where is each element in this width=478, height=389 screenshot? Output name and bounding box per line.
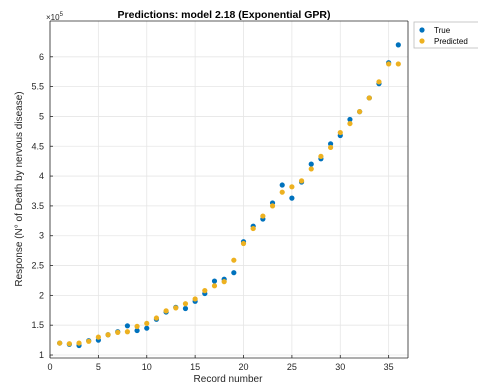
y-tick-label: 6	[39, 52, 44, 62]
predicted-point	[298, 178, 305, 184]
x-tick-label: 20	[239, 362, 249, 372]
y-exponent-label: ×105	[46, 12, 64, 22]
predicted-point	[289, 184, 295, 190]
predicted-point	[134, 323, 140, 329]
y-tick-label: 3	[39, 231, 44, 241]
predicted-point	[211, 283, 218, 289]
predicted-point	[269, 203, 276, 209]
predicted-point	[308, 166, 314, 172]
predicted-point	[337, 129, 343, 136]
predicted-point	[86, 338, 92, 344]
true-point	[211, 278, 218, 284]
true-point	[327, 141, 334, 147]
y-axis-label: Response (N° of Death by nervous disease…	[14, 91, 25, 286]
predicted-point	[250, 225, 256, 232]
true-point	[395, 42, 401, 48]
x-tick-label: 30	[335, 362, 345, 372]
y-tick-label: 1.5	[31, 320, 44, 330]
x-tick-label: 5	[96, 362, 101, 372]
true-point	[134, 327, 140, 334]
predicted-point	[115, 329, 121, 335]
y-tick-label: 4.5	[31, 141, 44, 151]
y-tick-label: 1	[39, 350, 44, 360]
true-point	[347, 116, 353, 123]
x-tick-label: 35	[384, 362, 394, 372]
predicted-point	[57, 340, 63, 346]
y-exponent-base: ×10	[46, 13, 60, 22]
y-tick-label: 3.5	[31, 201, 44, 211]
predicted-point	[327, 144, 334, 151]
x-axis-ticks: 0 5 10 15 20 25 30 35	[47, 355, 394, 372]
predicted-point	[318, 153, 324, 159]
true-point	[308, 161, 314, 167]
legend: True Predicted	[413, 21, 478, 49]
x-tick-label: 15	[190, 362, 200, 372]
legend-label-predicted: Predicted	[434, 37, 468, 46]
legend-label-true: True	[434, 26, 451, 35]
true-point	[124, 323, 131, 329]
predicted-point	[76, 340, 82, 346]
predicted-point	[260, 213, 266, 219]
predicted-point	[357, 109, 363, 115]
predicted-point	[231, 257, 237, 263]
legend-box	[413, 21, 478, 49]
predicted-point	[144, 320, 150, 327]
grid	[49, 21, 408, 358]
y-tick-label: 5.5	[31, 82, 44, 92]
true-point	[182, 305, 189, 312]
predicted-point	[279, 189, 285, 195]
y-tick-label: 2.5	[31, 261, 44, 271]
predicted-point	[66, 341, 72, 347]
true-point	[279, 182, 285, 188]
predicted-point	[395, 61, 401, 67]
x-axis-label: Record number	[194, 374, 264, 384]
predicted-point	[124, 329, 131, 335]
predicted-point	[386, 61, 392, 67]
y-exponent-power: 5	[60, 12, 64, 18]
x-tick-label: 0	[47, 362, 52, 372]
legend-marker-predicted	[419, 38, 425, 44]
true-point	[289, 195, 295, 201]
x-tick-label: 10	[142, 362, 152, 372]
y-tick-label: 2	[39, 290, 44, 300]
predicted-point	[347, 120, 353, 127]
predicted-point	[95, 334, 101, 340]
predicted-point	[173, 305, 179, 311]
predicted-point	[105, 332, 111, 338]
axes	[49, 20, 409, 359]
y-axis-ticks: 1 1.5 2 2.5 3 3.5 4 4.5 5 5.5 6	[31, 52, 53, 360]
true-point	[144, 325, 150, 331]
x-tick-label: 25	[287, 362, 297, 372]
y-tick-label: 4	[39, 171, 44, 181]
data-points	[57, 42, 401, 349]
true-point	[231, 270, 237, 276]
predicted-point	[202, 288, 208, 294]
legend-marker-true	[419, 27, 425, 33]
predicted-point	[163, 308, 169, 314]
chart-title: Predictions: model 2.18 (Exponential GPR…	[118, 9, 331, 21]
predicted-point	[376, 79, 382, 85]
predicted-point	[182, 301, 189, 307]
predicted-point	[221, 279, 227, 285]
predicted-point	[240, 240, 247, 247]
predicted-point	[366, 95, 372, 101]
predicted-point	[192, 296, 198, 302]
y-tick-label: 5	[39, 111, 44, 121]
predicted-point	[153, 315, 160, 321]
plot-area	[50, 21, 408, 358]
